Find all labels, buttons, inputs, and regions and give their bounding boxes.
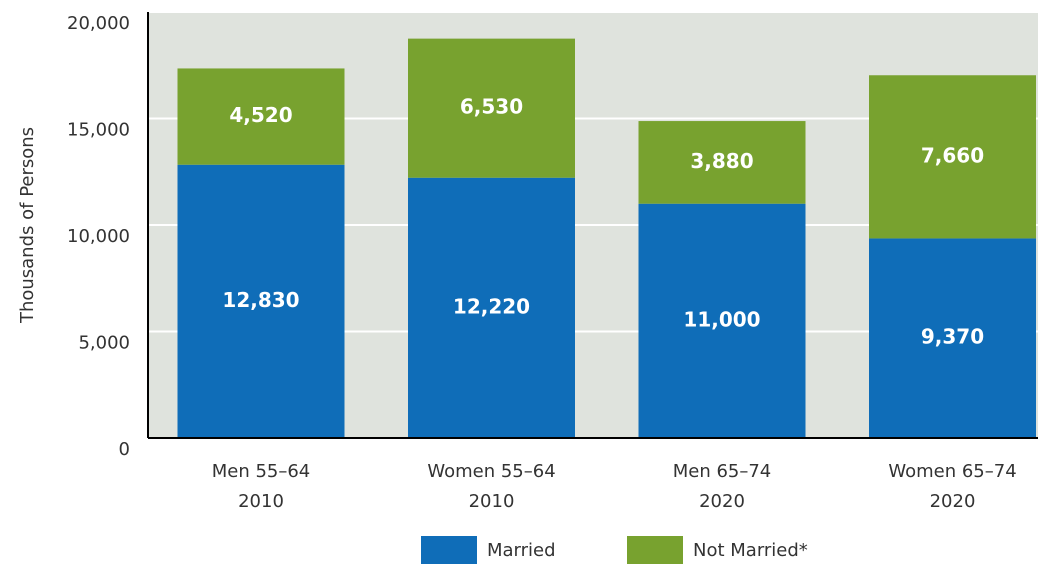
- data-label: 9,370: [921, 325, 984, 349]
- x-tick-label: Men 55–64: [212, 461, 311, 482]
- y-tick-label: 15,000: [67, 120, 130, 141]
- data-label: 11,000: [683, 307, 760, 331]
- bar-segment: [408, 177, 575, 439]
- data-label: 12,220: [453, 294, 530, 318]
- legend-swatch: [421, 536, 477, 564]
- x-tick-label: Women 55–64: [427, 461, 555, 482]
- data-label: 4,520: [229, 103, 292, 127]
- data-label: 7,660: [921, 143, 984, 167]
- x-tick-label: Women 65–74: [888, 461, 1016, 482]
- x-tick-label: 2010: [238, 491, 284, 512]
- y-tick-label: 10,000: [67, 226, 130, 247]
- data-label: 3,880: [690, 149, 753, 173]
- bar-segment: [177, 164, 345, 438]
- x-tick-label: 2010: [469, 491, 515, 512]
- x-tick-label: 2020: [930, 491, 976, 512]
- data-label: 6,530: [460, 95, 523, 119]
- data-label: 12,830: [222, 288, 299, 312]
- x-tick-label: Men 65–74: [673, 461, 772, 482]
- x-tick-label: 2020: [699, 491, 745, 512]
- bar-segment: [638, 121, 806, 204]
- y-tick-label: 20,000: [67, 13, 130, 34]
- y-tick-label: 0: [119, 439, 130, 460]
- legend-label: Not Married*: [693, 540, 808, 561]
- bar-segment: [869, 238, 1036, 438]
- legend-label: Married: [487, 540, 556, 561]
- bar-segment: [869, 75, 1036, 239]
- y-axis-label: Thousands of Persons: [17, 127, 38, 324]
- legend-swatch: [627, 536, 683, 564]
- bar-segment: [408, 38, 575, 178]
- bar-segment: [177, 68, 345, 165]
- y-tick-label: 5,000: [78, 333, 130, 354]
- bar-segment: [638, 203, 806, 438]
